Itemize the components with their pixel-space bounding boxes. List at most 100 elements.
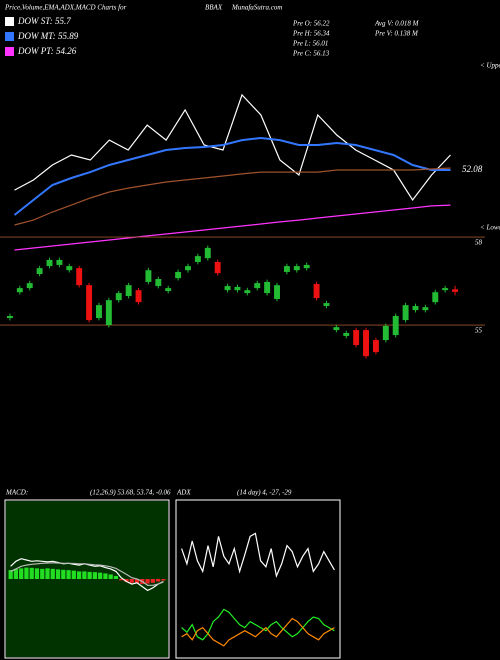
series-line	[181, 617, 335, 647]
histogram-bar	[82, 571, 87, 579]
candle-body	[185, 266, 191, 271]
series-line	[14, 204, 451, 251]
candle-body	[125, 285, 132, 297]
candle-body	[214, 261, 221, 274]
y-tick-label: 58	[475, 239, 483, 247]
annotation: < Lower	[480, 224, 500, 232]
candle-body	[234, 286, 241, 291]
candle-body	[76, 268, 83, 286]
candle-body	[254, 283, 261, 289]
panel-subtitle: (14 day) 4, -27, -29	[237, 489, 292, 497]
volume-info: Avg V: 0.018 M	[374, 20, 420, 28]
value-annotation: 52.08	[462, 164, 483, 174]
macd-frame	[4, 499, 170, 659]
candle-body	[412, 306, 419, 311]
symbol: BBAX	[205, 4, 223, 12]
histogram-bar	[145, 579, 150, 584]
candle-body	[363, 330, 369, 357]
candle-body	[333, 327, 340, 331]
candle-body	[293, 266, 300, 271]
histogram-bar	[13, 568, 19, 579]
candle-body	[313, 284, 320, 299]
panel-subtitle: (12,26,9) 53.68, 53.74, -0.06	[90, 489, 171, 497]
candle-body	[115, 293, 122, 301]
panel-background	[177, 501, 339, 657]
candle-body	[283, 266, 290, 272]
candle-body	[6, 315, 13, 319]
histogram-bar	[45, 568, 50, 579]
info: Pre C: 56.13	[292, 50, 330, 58]
y-tick-label: 55	[475, 327, 483, 335]
candle-body	[86, 285, 93, 321]
panel-title: ADX	[176, 489, 191, 497]
candle-body	[353, 330, 360, 346]
candle-body	[422, 307, 429, 311]
histogram-bar	[129, 579, 134, 583]
histogram-bar	[50, 568, 55, 579]
histogram-bar	[103, 573, 108, 579]
candle-body	[264, 281, 271, 294]
histogram-bar	[113, 575, 119, 579]
series-line	[181, 532, 335, 579]
candle-body	[66, 266, 73, 271]
candle-body	[165, 288, 172, 292]
histogram-bar	[66, 570, 71, 579]
legend-label: DOW PT: 54.26	[17, 46, 77, 56]
histogram-bar	[34, 568, 40, 579]
histogram-bar	[155, 579, 161, 582]
histogram-bar	[124, 579, 129, 583]
histogram-bar	[108, 574, 113, 579]
histogram-bar	[29, 567, 34, 579]
histogram-bar	[134, 579, 140, 584]
candle-body	[432, 292, 439, 303]
histogram-bar	[24, 567, 29, 579]
series-line	[14, 167, 451, 226]
candle-body	[105, 300, 112, 326]
candle-body	[274, 285, 280, 299]
volume-info: Pre V: 0.138 M	[374, 30, 419, 38]
candle-body	[244, 290, 251, 294]
series-line	[10, 562, 164, 586]
info: Pre H: 56.34	[292, 30, 330, 38]
candle-body	[155, 279, 162, 287]
candle-body	[204, 247, 211, 259]
candle-body	[343, 333, 350, 336]
candle-body	[303, 264, 310, 269]
candle-body	[46, 259, 53, 267]
histogram-bar	[61, 569, 66, 579]
annotation: < Upper	[480, 62, 500, 70]
candle-body	[442, 288, 449, 291]
info: Pre L: 56.01	[292, 40, 328, 48]
candle-body	[194, 256, 201, 262]
series-line	[14, 93, 451, 202]
histogram-bar	[8, 570, 13, 579]
series-line	[13, 136, 451, 216]
candle-body	[452, 289, 459, 292]
candle-body	[96, 305, 102, 319]
adx-frame	[175, 499, 341, 659]
histogram-bar	[92, 572, 98, 579]
histogram-bar	[161, 579, 166, 581]
legend-swatch	[5, 17, 14, 26]
candle-body	[26, 283, 33, 289]
histogram-bar	[71, 570, 76, 579]
candle-body	[402, 305, 409, 321]
series-line	[181, 608, 335, 641]
candle-body	[392, 315, 399, 336]
legend-label: DOW MT: 55.89	[17, 31, 79, 41]
candle-body	[135, 290, 142, 303]
page-title: Price,Volume,EMA,ADX,MACD Charts for	[4, 4, 127, 12]
histogram-bar	[98, 572, 103, 579]
legend-swatch	[5, 47, 14, 56]
histogram-bar	[119, 579, 124, 581]
histogram-bar	[87, 571, 92, 579]
histogram-bar	[150, 579, 155, 583]
site: MunafaSutra.com	[231, 4, 282, 12]
candle-body	[56, 259, 63, 265]
candle-body	[323, 303, 330, 307]
histogram-bar	[40, 568, 45, 579]
candle-body	[372, 340, 379, 353]
legend-swatch	[5, 32, 14, 41]
candle-body	[224, 286, 231, 291]
